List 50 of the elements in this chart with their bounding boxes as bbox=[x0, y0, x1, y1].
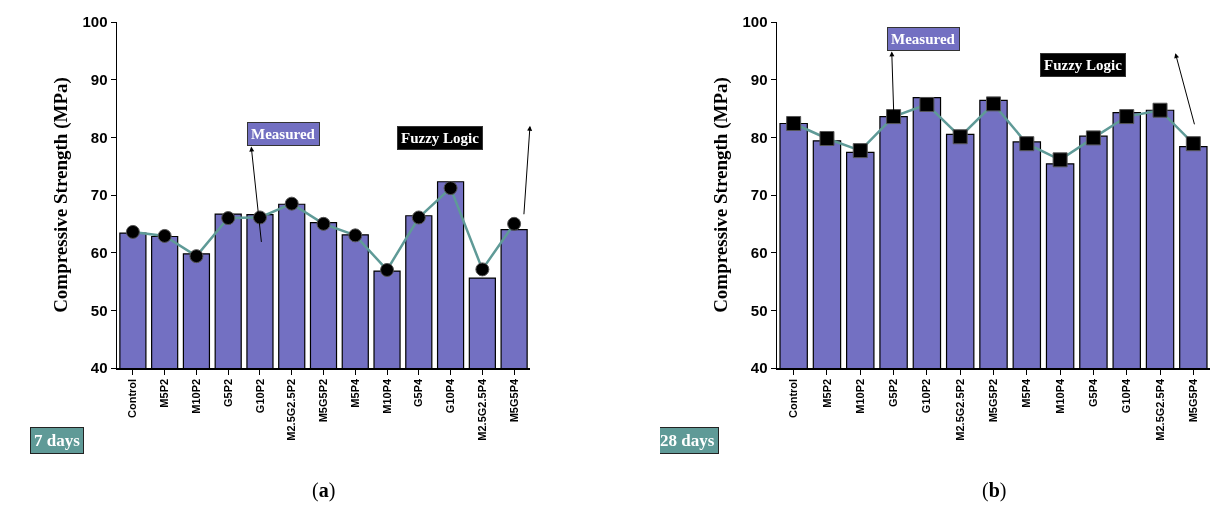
x-tick-label: M5G5P4 bbox=[1186, 378, 1199, 423]
x-tick-label: Control bbox=[126, 378, 139, 419]
text: Fuzzy Logic bbox=[1044, 57, 1123, 73]
text: Fuzzy Logic bbox=[401, 130, 480, 146]
y-tick-label: 50 bbox=[90, 301, 108, 319]
y-tick-label: 50 bbox=[750, 301, 768, 319]
x-tick-label: M5P2 bbox=[820, 378, 833, 408]
x-tick-label: G5P4 bbox=[1086, 378, 1099, 408]
x-tick-label: M10P4 bbox=[380, 378, 393, 414]
x-tick-label: M5P2 bbox=[158, 378, 171, 408]
y-tick-label: 70 bbox=[90, 186, 108, 204]
y-tick-label: 80 bbox=[750, 128, 768, 146]
text: 7 days bbox=[34, 431, 81, 450]
x-tick-label: G5P2 bbox=[887, 378, 900, 408]
x-tick-label: M2.5G2.5P2 bbox=[953, 378, 966, 441]
y-tick-label: 80 bbox=[90, 128, 108, 146]
x-tick-label: Control bbox=[787, 378, 800, 419]
x-tick-label: G10P2 bbox=[920, 378, 933, 414]
y-tick-label: 40 bbox=[750, 359, 768, 377]
x-tick-label: M10P4 bbox=[1053, 378, 1066, 414]
x-tick-label: M5P4 bbox=[348, 378, 361, 408]
x-tick-label: M5G5P4 bbox=[507, 378, 520, 423]
x-tick-label: M2.5G2.5P4 bbox=[1153, 378, 1166, 441]
x-tick-label: M5G5P2 bbox=[317, 378, 330, 423]
text: Measured bbox=[891, 31, 956, 47]
y-tick-label: 90 bbox=[90, 70, 108, 88]
x-tick-label: M5P4 bbox=[1020, 378, 1033, 408]
y-tick-label: 60 bbox=[750, 243, 768, 261]
y-tick-label: 100 bbox=[82, 13, 108, 31]
x-tick-label: G5P4 bbox=[412, 378, 425, 408]
y-tick-label: 90 bbox=[750, 70, 768, 88]
x-tick-label: G10P4 bbox=[444, 378, 457, 414]
text: (b) bbox=[982, 479, 1007, 502]
x-tick-label: M10P2 bbox=[853, 378, 866, 414]
y-tick-label: 60 bbox=[90, 243, 108, 261]
text: (a) bbox=[312, 479, 336, 502]
x-tick-label: M2.5G2.5P2 bbox=[285, 378, 298, 441]
x-tick-label: G5P2 bbox=[221, 378, 234, 408]
x-tick-label: M2.5G2.5P4 bbox=[475, 378, 488, 441]
text: Measured bbox=[251, 126, 316, 142]
x-tick-label: M10P2 bbox=[189, 378, 202, 414]
y-tick-label: 100 bbox=[742, 13, 768, 31]
x-tick-label: G10P4 bbox=[1120, 378, 1133, 414]
text: 28 days bbox=[660, 431, 715, 450]
y-axis-title: Compressive Strength (MPa) bbox=[49, 77, 72, 313]
x-tick-label: G10P2 bbox=[253, 378, 266, 414]
y-axis-title: Compressive Strength (MPa) bbox=[709, 77, 732, 313]
y-tick-label: 70 bbox=[750, 186, 768, 204]
x-tick-label: M5G5P2 bbox=[987, 378, 1000, 423]
y-tick-label: 40 bbox=[90, 359, 108, 377]
